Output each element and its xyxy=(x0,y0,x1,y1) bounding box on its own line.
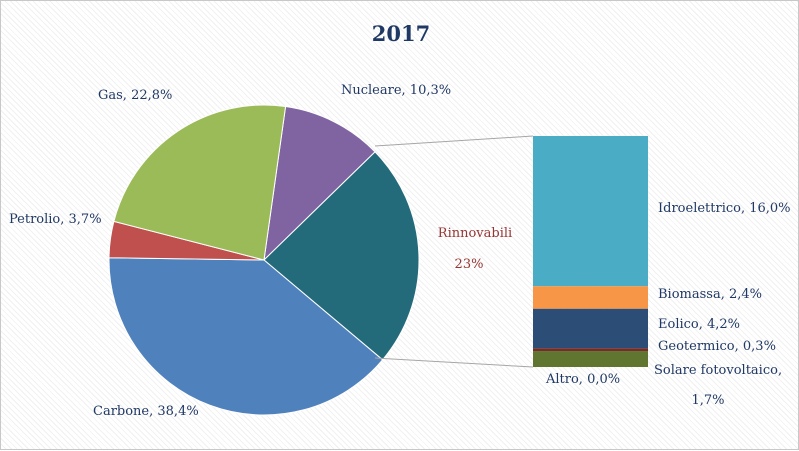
pie-slice-rinnovabili xyxy=(263,151,420,361)
label-petrolio: Petrolio, 3,7% xyxy=(9,212,102,227)
label-carbone: Carbone, 38,4% xyxy=(93,404,199,419)
chart-title: 2017 xyxy=(372,21,430,46)
connector-line-bottom xyxy=(374,357,534,368)
bar-segment-eolico xyxy=(533,308,648,349)
bar-segment-geotermico xyxy=(533,348,648,352)
pie-slice-carbone xyxy=(108,257,384,416)
label-idroelettrico: Idroelettrico, 16,0% xyxy=(658,201,791,216)
value-rinnovabili: 23% xyxy=(455,257,484,272)
bar-segment-biomassa xyxy=(533,286,648,309)
pie-slice-gas xyxy=(113,104,287,261)
bar-segment-solare-fotovoltaico xyxy=(533,351,648,367)
label-eolico: Eolico, 4,2% xyxy=(658,317,740,332)
label-gas: Gas, 22,8% xyxy=(98,88,172,103)
pie xyxy=(108,104,420,416)
label-geotermico: Geotermico, 0,3% xyxy=(658,339,776,354)
label-altro: Altro, 0,0% xyxy=(545,372,620,387)
label-rinnovabili: Rinnovabili xyxy=(438,226,512,241)
pie-slice-nucleare xyxy=(263,105,376,262)
bar-segment-idroelettrico xyxy=(533,136,648,287)
label-nucleare: Nucleare, 10,3% xyxy=(341,83,451,98)
value-solare: 1,7% xyxy=(691,393,724,408)
stacked-bar xyxy=(533,136,648,367)
connector-line-top xyxy=(374,135,534,147)
label-solare: Solare fotovoltaico, xyxy=(654,363,782,378)
label-biomassa: Biomassa, 2,4% xyxy=(658,287,762,302)
